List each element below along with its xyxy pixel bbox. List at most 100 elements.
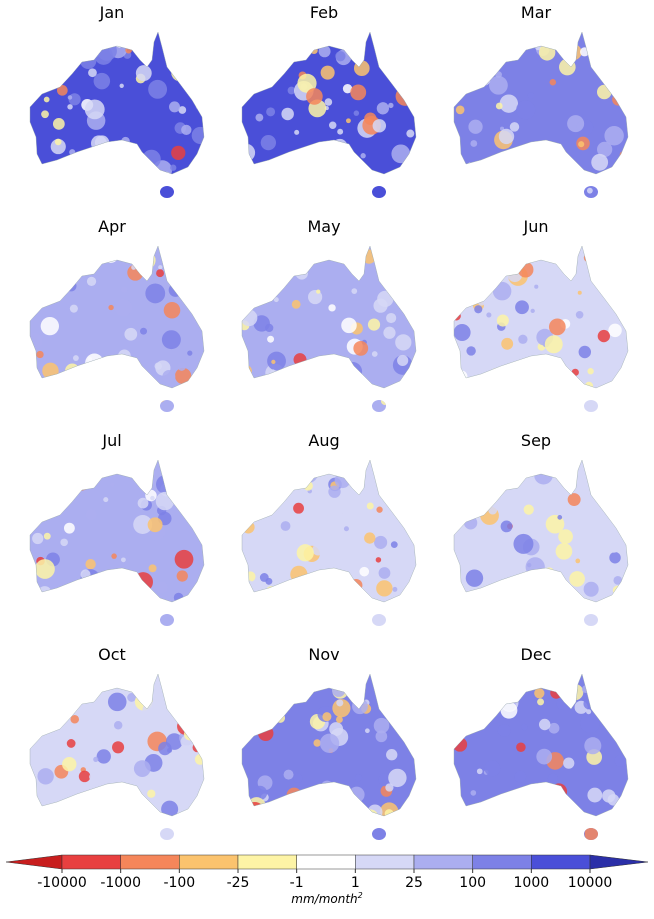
map-blob	[180, 602, 198, 620]
map-blob	[276, 397, 288, 410]
map-blob	[56, 85, 68, 96]
colorbar-segment	[472, 854, 532, 870]
map-blob	[384, 481, 392, 489]
map-blob	[605, 57, 623, 74]
map-blob	[607, 540, 621, 553]
map-blob	[388, 768, 407, 788]
map-blob	[195, 588, 204, 599]
map-blob	[577, 290, 582, 295]
map-blob	[584, 252, 596, 265]
map-blob	[184, 504, 202, 521]
australia-map	[241, 31, 417, 198]
map-blob	[69, 304, 78, 313]
map-blob	[586, 187, 593, 194]
map-blob	[474, 49, 492, 67]
panel-title: Sep	[521, 431, 551, 450]
map-blob	[107, 799, 120, 811]
map-blob	[620, 677, 627, 684]
map-blob	[116, 402, 121, 407]
map-blob	[42, 362, 59, 380]
map-blob	[565, 44, 582, 61]
map-blob	[172, 776, 187, 791]
map-blob	[131, 264, 137, 270]
map-blob	[460, 679, 475, 693]
map-blob	[312, 543, 324, 556]
map-blob	[361, 826, 367, 832]
map-blob	[30, 798, 42, 813]
map-blob	[168, 283, 183, 297]
map-blob	[162, 255, 174, 268]
map-blob	[466, 263, 482, 279]
map-blob	[513, 368, 534, 388]
map-blob	[539, 822, 555, 838]
map-blob	[616, 513, 626, 523]
map-blob	[242, 268, 255, 286]
map-blob	[378, 470, 386, 478]
map-blob	[133, 515, 153, 535]
map-blob	[43, 820, 59, 835]
map-blob	[567, 493, 581, 507]
map-blob	[150, 388, 160, 398]
map-blob	[380, 397, 389, 406]
map-blob	[255, 113, 264, 122]
map-blob	[72, 472, 91, 491]
map-blob	[515, 300, 529, 315]
map-blob	[608, 323, 622, 338]
map-blob	[161, 330, 181, 350]
map-blob	[296, 544, 314, 562]
map-blob	[454, 44, 464, 59]
map-blob	[373, 717, 390, 734]
map-blob	[619, 611, 625, 617]
map-blob	[586, 709, 592, 715]
map-fill	[242, 460, 416, 626]
map-blob	[587, 787, 603, 803]
map-blob	[482, 162, 492, 172]
map-blob	[93, 756, 99, 762]
map-blob	[534, 284, 539, 289]
map-blob	[518, 153, 535, 170]
map-blob	[476, 44, 491, 59]
map-blob	[286, 787, 302, 803]
map-blob	[527, 92, 535, 99]
map-blob	[560, 466, 567, 473]
map-blob	[36, 596, 56, 616]
map-blob	[306, 47, 313, 54]
map-blob	[142, 701, 161, 720]
map-blob	[270, 377, 279, 387]
map-blob	[260, 276, 266, 282]
map-blob	[507, 801, 516, 810]
map-blob	[83, 482, 89, 488]
panel-title: Nov	[308, 645, 339, 664]
map-blob	[346, 118, 351, 124]
colorbar-segment	[531, 854, 591, 870]
map-blob	[386, 749, 398, 761]
map-blob	[604, 126, 624, 146]
map-blob	[605, 33, 624, 51]
map-blob	[302, 169, 318, 185]
map-blob	[494, 590, 507, 602]
map-blob	[90, 145, 107, 162]
map-blob	[52, 117, 65, 130]
map-blob	[91, 135, 107, 152]
map-blob	[281, 51, 291, 61]
map-blob	[327, 576, 348, 597]
colorbar-tick-label: 1	[351, 875, 360, 891]
map-blob	[474, 386, 494, 406]
map-blob	[86, 276, 97, 287]
map-blob	[385, 783, 394, 792]
map-blob	[291, 299, 301, 309]
map-blob	[329, 32, 346, 48]
colorbar-segment	[413, 854, 473, 870]
map-blob	[555, 542, 573, 560]
map-blob	[342, 380, 354, 392]
map-blob	[30, 172, 51, 193]
map-blob	[133, 760, 151, 777]
map-blob	[85, 559, 96, 570]
map-blob	[354, 774, 363, 782]
map-blob	[399, 46, 410, 56]
map-blob	[40, 316, 59, 336]
map-blob	[259, 493, 273, 507]
map-blob	[171, 63, 189, 82]
map-blob	[142, 149, 161, 169]
colorbar-tick-label: 10000	[568, 875, 613, 891]
